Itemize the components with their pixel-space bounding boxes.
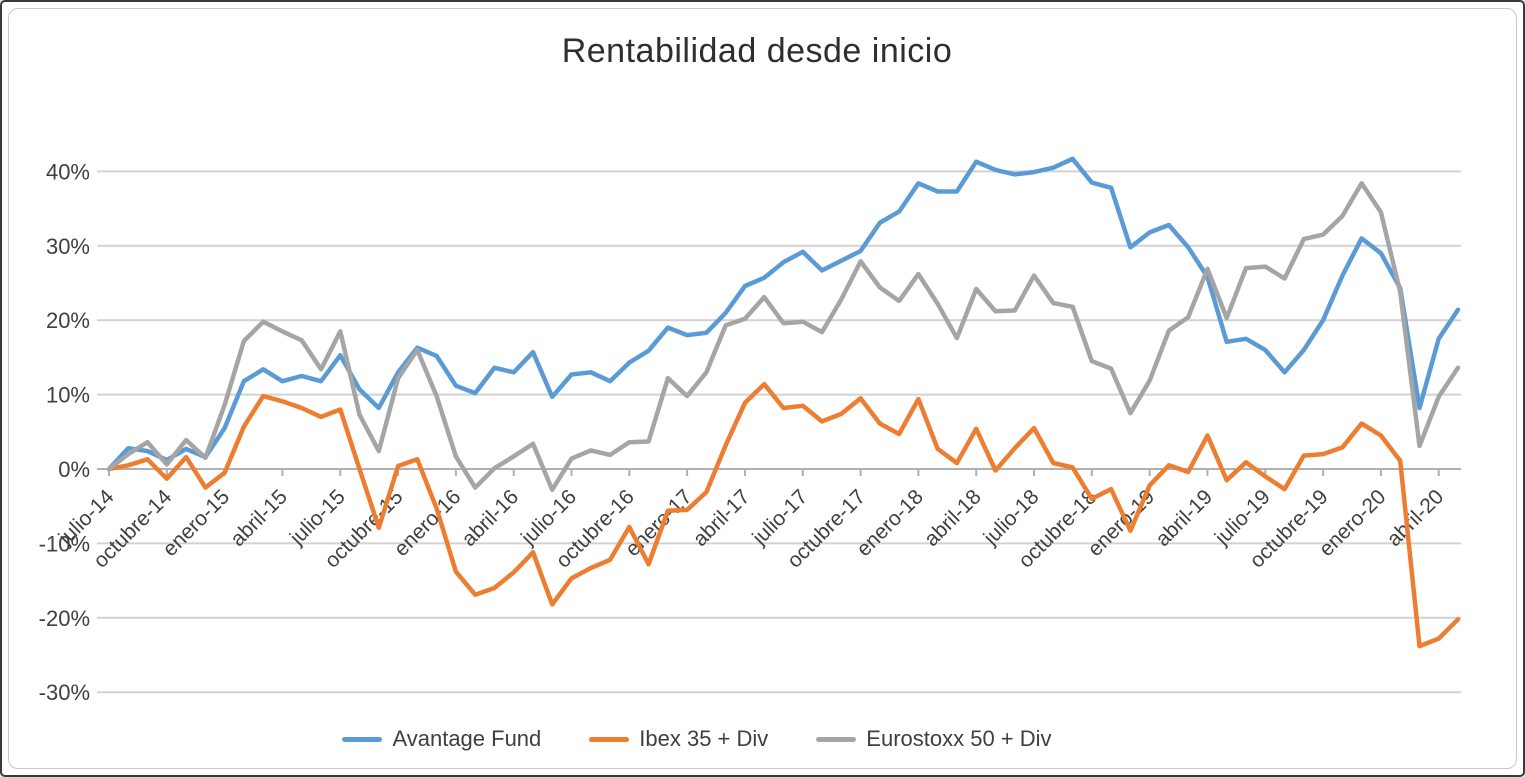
chart-legend: Avantage Fund Ibex 35 + Div Eurostoxx 50 +… [2, 726, 1392, 752]
legend-item-avantage-fund: Avantage Fund [342, 726, 541, 752]
x-axis-label-abril-17: abril-17 [689, 485, 755, 551]
series-line-eurostoxx-50-div [106, 181, 1461, 493]
legend-line-swatch [816, 736, 857, 742]
x-axis-label-abril-18: abril-18 [920, 485, 986, 551]
y-axis-label--30: -30% [39, 680, 90, 705]
y-axis-label--10: -10% [39, 531, 90, 556]
y-axis-label-30: 30% [46, 234, 90, 259]
x-axis-label-abril-20: abril-20 [1382, 485, 1448, 551]
y-axis-label-10: 10% [46, 383, 90, 408]
x-axis-label-abril-15: abril-15 [226, 485, 292, 551]
legend-label: Eurostoxx 50 + Div [866, 726, 1052, 751]
chart-title: Rentabilidad desde inicio [561, 32, 953, 70]
legend-line-swatch [589, 736, 630, 742]
x-axis-label-abril-16: abril-16 [457, 485, 523, 551]
series-line-avantage-fund [106, 156, 1461, 472]
y-axis-label-20: 20% [46, 308, 90, 333]
x-axis-label-abril-19: abril-19 [1151, 485, 1217, 551]
y-axis-label--20: -20% [39, 606, 90, 631]
y-axis-label-40: 40% [46, 159, 90, 184]
series-line-ibex-35-div [106, 381, 1461, 649]
legend-label: Avantage Fund [392, 726, 542, 751]
y-axis-label-0: 0% [58, 457, 90, 482]
legend-item-eurostoxx-50-div: Eurostoxx 50 + Div [816, 726, 1052, 752]
legend-line-swatch [342, 736, 383, 742]
legend-item-ibex-35-div: Ibex 35 + Div [589, 726, 768, 752]
legend-label: Ibex 35 + Div [639, 726, 769, 751]
